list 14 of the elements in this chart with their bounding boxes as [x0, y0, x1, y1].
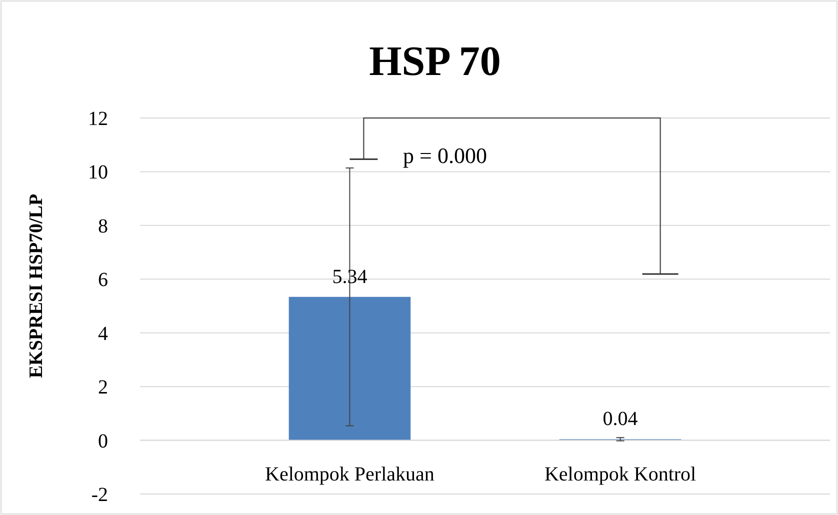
annotation: p = 0.000	[403, 143, 487, 168]
y-axis-title: EKSPRESI HSP70/LP	[26, 193, 47, 378]
y-tick-label: 2	[98, 376, 108, 399]
x-tick-label: Kelompok Perlakuan	[265, 463, 434, 486]
x-tick-label: Kelompok Kontrol	[544, 463, 697, 486]
y-tick-label: 6	[98, 269, 108, 292]
y-tick-label: -2	[91, 484, 108, 506]
y-tick-label: 10	[88, 162, 108, 184]
y-tick-label: 0	[98, 430, 108, 452]
chart-title: HSP 70	[369, 39, 501, 85]
y-tick-label: 8	[98, 215, 108, 238]
data-label: 0.04	[602, 408, 638, 430]
y-tick-label: 4	[98, 322, 108, 345]
y-tick-label: 12	[88, 108, 108, 130]
